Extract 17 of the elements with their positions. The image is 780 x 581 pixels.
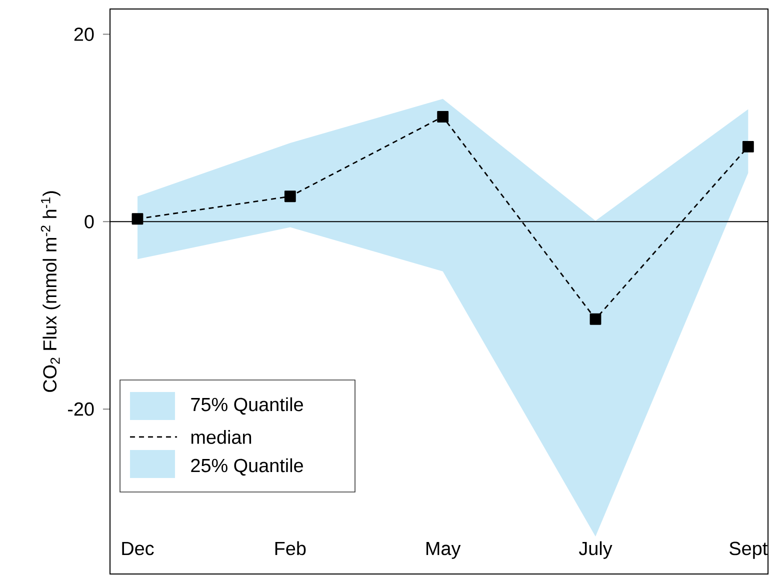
y-tick-label: -20 [68,402,94,416]
legend-label: median [191,430,252,444]
annotation: 25% Quantile [191,458,303,476]
y-axis-title: CO$_{2}$ Flux (mmol m$^{-2}$ h$^{-1}$) [40,191,60,392]
point [742,141,754,152]
point [284,190,296,202]
x-tick-label: Sept [730,542,768,559]
x-tick-label: May [426,542,461,559]
point [590,313,602,325]
y-tick-label: 20 [74,28,94,41]
x-tick-label: Feb [275,541,306,556]
point [132,213,144,225]
x-tick-label: July [578,541,612,559]
y-tick-label: 0 [84,214,94,228]
point [437,111,449,122]
annotation: 75% Quantile [191,397,303,415]
x-tick-label: Dec [122,542,154,556]
